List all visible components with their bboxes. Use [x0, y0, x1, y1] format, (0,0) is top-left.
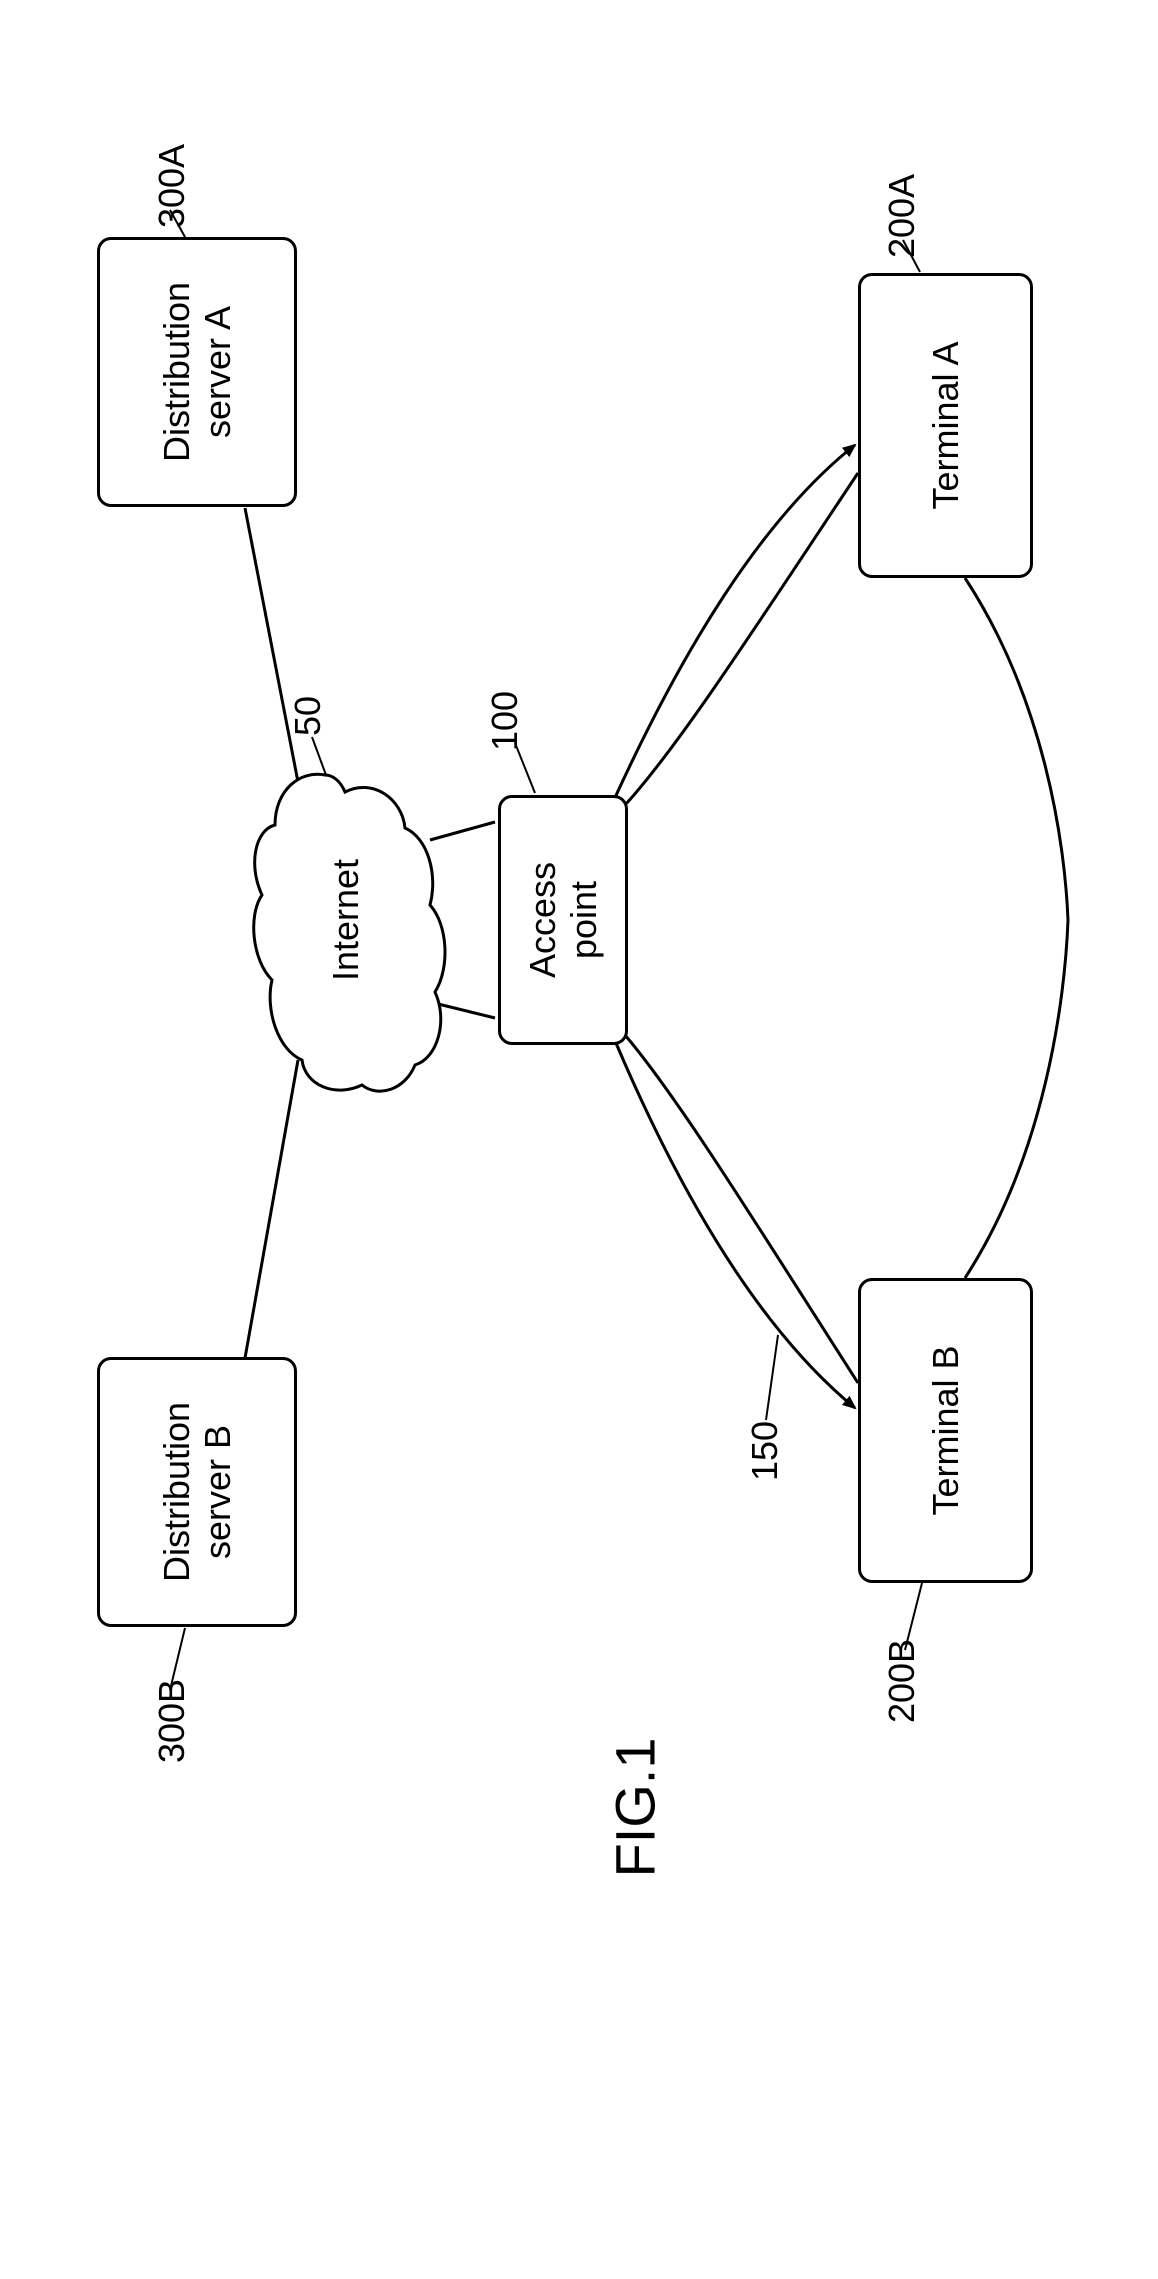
terminal-a-node: Terminal A — [858, 273, 1033, 578]
ref-300b: 300B — [151, 1679, 193, 1763]
terminal-b-node: Terminal B — [858, 1278, 1033, 1583]
distribution-server-b-label: Distribution server B — [156, 1402, 239, 1582]
ref-300a: 300A — [151, 144, 193, 228]
internet-node-label: Internet — [325, 850, 365, 990]
access-point-node: Access point — [498, 795, 628, 1045]
distribution-server-a-node: Distribution server A — [97, 237, 297, 507]
ref-200b: 200B — [881, 1639, 923, 1723]
ref-200a: 200A — [881, 174, 923, 258]
terminal-a-label: Terminal A — [924, 341, 965, 509]
internet-label-text: Internet — [325, 859, 366, 981]
access-point-label: Access point — [522, 862, 605, 978]
ref-50: 50 — [287, 696, 329, 736]
figure-page: { "figure": { "label": "FIG.1", "label_f… — [0, 0, 1158, 2279]
terminal-b-label: Terminal B — [924, 1345, 965, 1515]
distribution-server-b-node: Distribution server B — [97, 1357, 297, 1627]
distribution-server-a-label: Distribution server A — [156, 282, 239, 462]
figure-caption: FIG.1 — [603, 1737, 668, 1877]
ref-100: 100 — [484, 691, 526, 751]
ref-150: 150 — [744, 1421, 786, 1481]
